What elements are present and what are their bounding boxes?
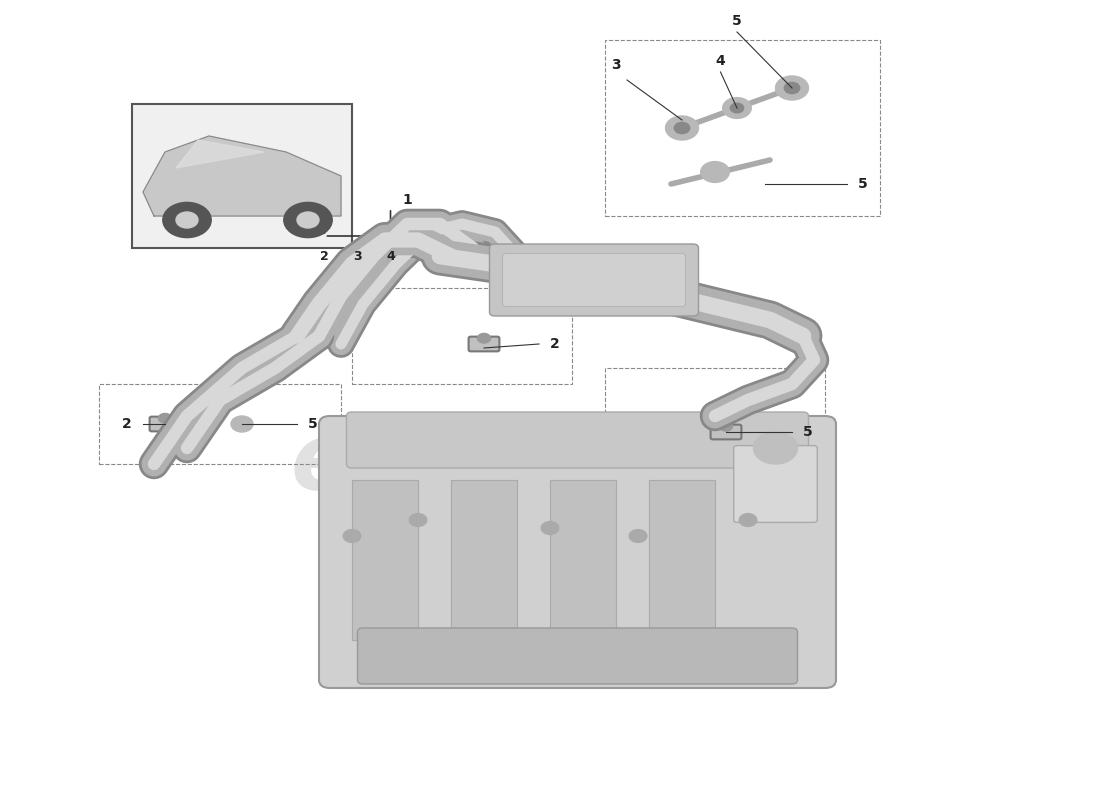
FancyBboxPatch shape <box>734 446 817 522</box>
Circle shape <box>158 414 172 423</box>
Circle shape <box>739 514 757 526</box>
Circle shape <box>784 82 800 94</box>
Text: 4: 4 <box>716 54 725 68</box>
FancyBboxPatch shape <box>490 244 698 316</box>
Circle shape <box>754 432 798 464</box>
Bar <box>451 480 517 640</box>
Circle shape <box>629 530 647 542</box>
FancyBboxPatch shape <box>358 628 798 684</box>
Circle shape <box>176 212 198 228</box>
Circle shape <box>776 76 808 100</box>
Circle shape <box>477 334 491 343</box>
FancyBboxPatch shape <box>346 412 808 468</box>
Text: 2: 2 <box>550 337 560 351</box>
FancyBboxPatch shape <box>503 254 685 306</box>
Text: 5: 5 <box>308 417 318 431</box>
Text: 3: 3 <box>612 58 620 72</box>
Bar <box>99 384 341 464</box>
Circle shape <box>284 202 332 238</box>
Text: a passion for parts since 1985: a passion for parts since 1985 <box>340 501 760 587</box>
Circle shape <box>701 162 729 182</box>
Circle shape <box>541 522 559 534</box>
Circle shape <box>163 202 211 238</box>
Bar <box>352 288 572 384</box>
Circle shape <box>730 103 744 113</box>
Text: 4: 4 <box>386 250 395 262</box>
Circle shape <box>723 98 751 118</box>
Text: 5: 5 <box>858 177 868 191</box>
Polygon shape <box>143 136 341 216</box>
Bar <box>649 480 715 640</box>
Polygon shape <box>176 140 264 168</box>
Text: euroParts: euroParts <box>292 418 808 510</box>
Circle shape <box>719 422 733 431</box>
Text: 5: 5 <box>733 14 741 28</box>
Circle shape <box>231 416 253 432</box>
Bar <box>605 40 880 216</box>
Bar <box>550 480 616 640</box>
FancyBboxPatch shape <box>150 417 180 431</box>
Text: 5: 5 <box>803 425 813 439</box>
FancyBboxPatch shape <box>469 337 499 351</box>
Bar <box>605 368 825 464</box>
Circle shape <box>409 514 427 526</box>
Circle shape <box>297 212 319 228</box>
Bar <box>132 104 352 248</box>
Text: 2: 2 <box>122 417 132 431</box>
Text: 2: 2 <box>320 250 329 262</box>
Text: 3: 3 <box>353 250 362 262</box>
FancyBboxPatch shape <box>319 416 836 688</box>
Text: 1: 1 <box>403 193 411 207</box>
Circle shape <box>666 116 698 140</box>
Bar <box>352 480 418 640</box>
FancyBboxPatch shape <box>711 425 741 439</box>
Circle shape <box>674 122 690 134</box>
Circle shape <box>343 530 361 542</box>
